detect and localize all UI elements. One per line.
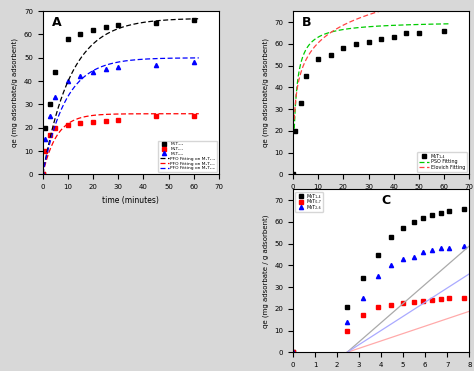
Y-axis label: qe (mg adsorbate/g adsorbent): qe (mg adsorbate/g adsorbent) bbox=[262, 38, 269, 147]
Text: C: C bbox=[381, 194, 390, 207]
Legend: M₃T₁.₄, M₃T₀.₇, M₃T₂.₆: M₃T₁.₄, M₃T₀.₇, M₃T₂.₆ bbox=[295, 192, 323, 212]
Y-axis label: qe (mg adsorbate/g adsorbent): qe (mg adsorbate/g adsorbent) bbox=[12, 38, 18, 147]
Text: B: B bbox=[302, 16, 311, 29]
Y-axis label: qe (mg adsorbate / g adsorbent): qe (mg adsorbate / g adsorbent) bbox=[262, 214, 269, 328]
Legend: M₁T₁.₄, PSO Fitting, Elovich Fitting: M₁T₁.₄, PSO Fitting, Elovich Fitting bbox=[418, 152, 467, 172]
X-axis label: time (minutes): time (minutes) bbox=[353, 196, 410, 205]
X-axis label: time (minutes): time (minutes) bbox=[102, 196, 159, 205]
Legend: M₁T₁.₄, M₂T₀.₇, M₃T₂.₆, PFO Fitting on M₁T₁.₄, PFO Fitting on M₂T₀.₇, PFO Fittin: M₁T₁.₄, M₂T₀.₇, M₃T₂.₆, PFO Fitting on M… bbox=[158, 141, 217, 172]
Text: A: A bbox=[52, 16, 61, 29]
